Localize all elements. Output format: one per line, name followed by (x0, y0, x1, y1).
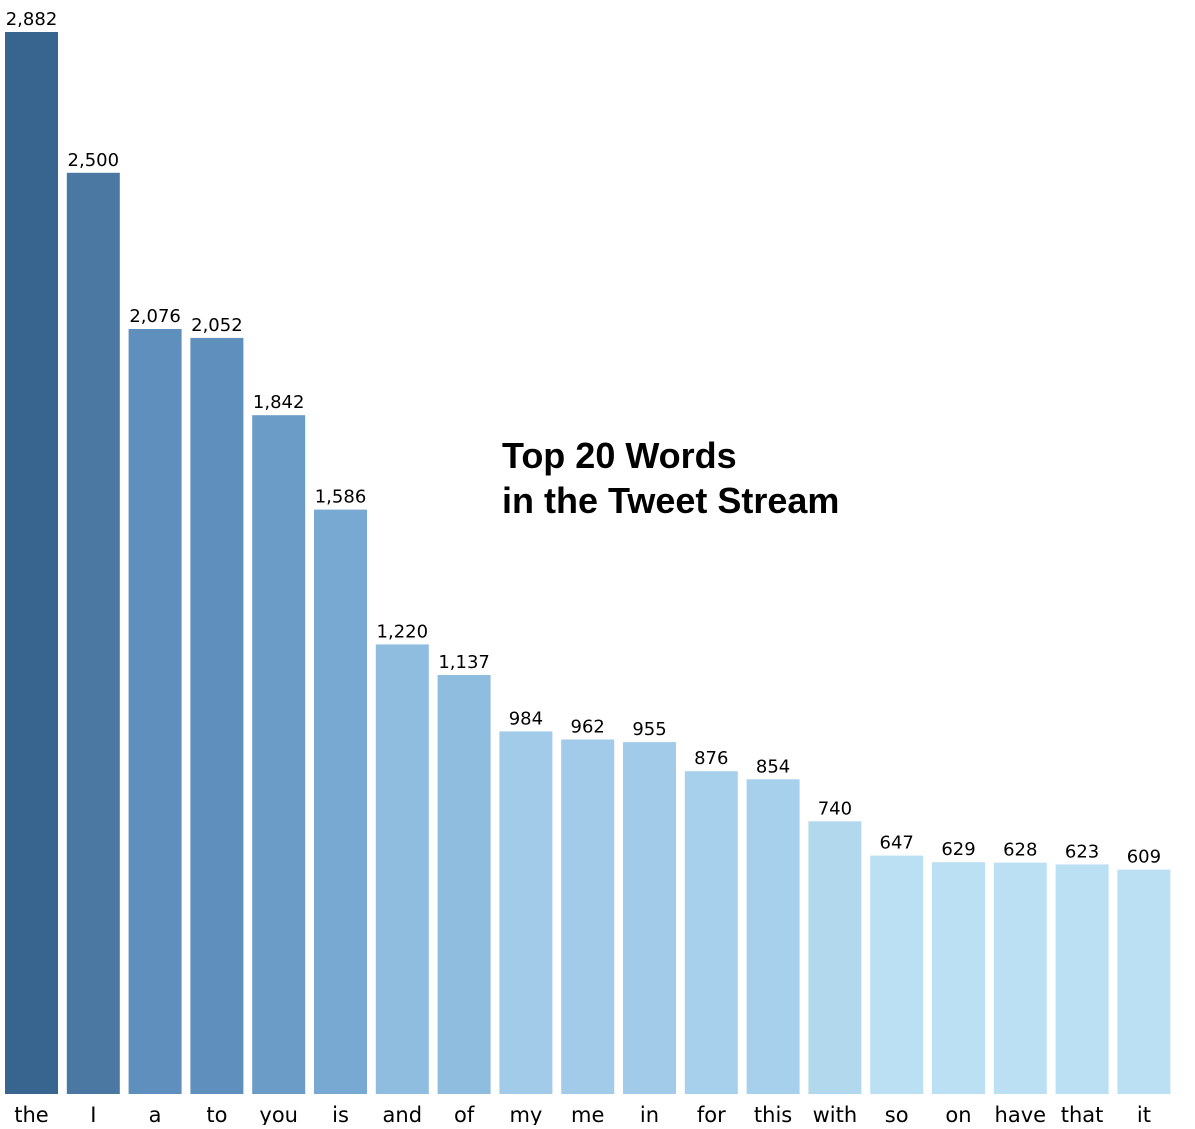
category-label-a: a (149, 1103, 162, 1125)
bars-layer (5, 32, 1171, 1095)
category-label-in: in (640, 1103, 659, 1125)
category-label-on: on (945, 1103, 971, 1125)
chart-title: Top 20 Words in the Tweet Stream (502, 433, 839, 523)
value-label-have: 628 (1003, 840, 1037, 861)
value-label-is: 1,586 (315, 487, 367, 508)
category-label-you: you (259, 1103, 298, 1125)
value-label-me: 962 (571, 717, 605, 738)
value-label-on: 629 (941, 839, 975, 860)
value-label-that: 623 (1065, 841, 1099, 862)
value-labels-layer: 2,882 2,500 2,076 2,052 1,842 1,586 1,220 1,137… (6, 9, 1161, 868)
value-label-in: 955 (632, 719, 666, 740)
value-label-this: 854 (756, 756, 790, 777)
bar-that (1055, 864, 1109, 1094)
category-label-with: with (813, 1103, 858, 1125)
value-label-to: 2,052 (191, 315, 243, 336)
category-label-is: is (332, 1103, 349, 1125)
chart-title-line-2: in the Tweet Stream (502, 480, 840, 521)
value-label-I: 2,500 (68, 150, 120, 171)
bar-me (561, 739, 615, 1094)
value-label-a: 2,076 (129, 306, 181, 327)
value-label-of: 1,137 (438, 652, 490, 673)
bar-I (66, 172, 120, 1095)
bar-to (190, 337, 244, 1094)
bar-it (1117, 869, 1171, 1094)
category-label-so: so (885, 1103, 909, 1125)
value-label-for: 876 (694, 748, 728, 769)
bar-the (5, 32, 58, 1094)
category-label-this: this (754, 1103, 792, 1125)
category-label-of: of (454, 1103, 475, 1125)
bar-so (870, 855, 924, 1094)
bar-this (746, 779, 800, 1094)
bar-of (437, 675, 491, 1094)
value-label-so: 647 (880, 833, 914, 854)
category-label-for: for (697, 1103, 726, 1125)
bar-for (684, 771, 738, 1094)
value-label-it: 609 (1127, 847, 1161, 868)
category-label-the: the (14, 1103, 48, 1125)
category-label-it: it (1137, 1103, 1151, 1125)
bar-a (128, 329, 182, 1094)
category-label-to: to (206, 1103, 227, 1125)
category-label-I: I (90, 1103, 96, 1125)
value-label-you: 1,842 (253, 392, 305, 413)
bar-and (375, 644, 429, 1094)
bar-you (252, 415, 306, 1094)
chart-title-line-1: Top 20 Words (502, 435, 737, 476)
value-label-the: 2,882 (6, 9, 58, 30)
category-label-have: have (995, 1103, 1047, 1125)
bar-my (499, 731, 553, 1094)
category-label-that: that (1061, 1103, 1104, 1125)
value-label-my: 984 (509, 708, 543, 729)
bar-in (623, 742, 676, 1094)
value-label-with: 740 (818, 798, 852, 819)
category-label-and: and (383, 1103, 423, 1125)
category-label-me: me (571, 1103, 604, 1125)
value-label-and: 1,220 (377, 621, 429, 642)
bar-on (932, 862, 985, 1094)
bar-is (314, 509, 367, 1095)
category-label-my: my (509, 1103, 542, 1125)
bar-have (993, 862, 1047, 1094)
bar-with (808, 821, 862, 1094)
